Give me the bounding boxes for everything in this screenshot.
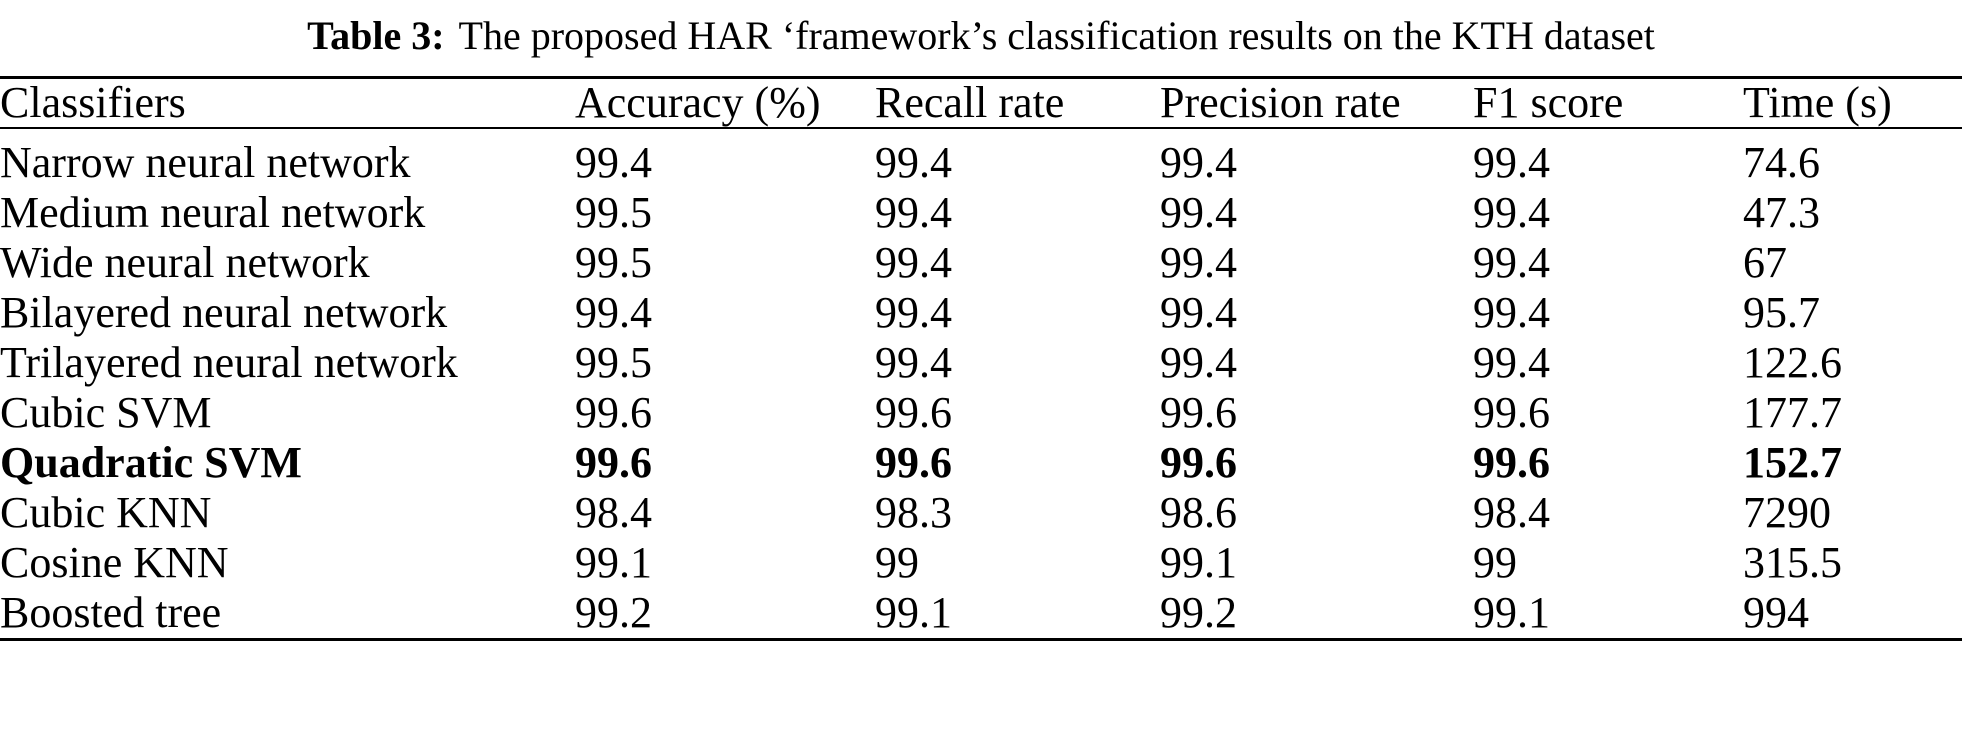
cell-f1: 99.4 [1473, 188, 1550, 237]
cell-time: 74.6 [1743, 138, 1820, 187]
cell-precision: 98.6 [1160, 488, 1237, 537]
cell-recall: 99.4 [875, 138, 952, 187]
cell-time: 177.7 [1743, 388, 1842, 437]
column-header-time: Time (s) [1743, 77, 1962, 129]
cell-time: 122.6 [1743, 338, 1842, 387]
cell-f1: 99.4 [1473, 288, 1550, 337]
table-caption-label: Table 3: [307, 13, 445, 58]
results-table: Classifiers Accuracy (%) Recall rate Pre… [0, 76, 1962, 641]
column-header-recall-rate: Recall rate [875, 77, 1160, 129]
cell-accuracy: 99.2 [575, 588, 652, 637]
table-row: Trilayered neural network 99.5 99.4 99.4… [0, 338, 1962, 388]
cell-time: 994 [1743, 588, 1809, 637]
cell-precision: 99.6 [1160, 388, 1237, 437]
cell-time: 315.5 [1743, 538, 1842, 587]
column-header-f1-score: F1 score [1473, 77, 1743, 129]
cell-precision: 99.4 [1160, 138, 1237, 187]
table-row: Bilayered neural network 99.4 99.4 99.4 … [0, 288, 1962, 338]
cell-recall: 99.4 [875, 188, 952, 237]
table-row: Boosted tree 99.2 99.1 99.2 99.1 994 [0, 588, 1962, 640]
cell-accuracy: 99.6 [575, 388, 652, 437]
cell-classifier: Medium neural network [0, 188, 426, 237]
cell-precision: 99.4 [1160, 288, 1237, 337]
cell-recall: 99.6 [875, 388, 952, 437]
cell-f1: 99.4 [1473, 238, 1550, 287]
header-row: Classifiers Accuracy (%) Recall rate Pre… [0, 77, 1962, 129]
cell-recall: 99.6 [875, 438, 952, 487]
table-row: Cubic KNN 98.4 98.3 98.6 98.4 7290 [0, 488, 1962, 538]
cell-classifier: Cubic KNN [0, 488, 212, 537]
cell-precision: 99.1 [1160, 538, 1237, 587]
cell-accuracy: 99.4 [575, 288, 652, 337]
cell-classifier: Cubic SVM [0, 388, 212, 437]
cell-classifier: Cosine KNN [0, 538, 229, 587]
column-header-precision-rate: Precision rate [1160, 77, 1473, 129]
cell-recall: 99.4 [875, 338, 952, 387]
cell-classifier: Trilayered neural network [0, 338, 458, 387]
table-body: Narrow neural network 99.4 99.4 99.4 99.… [0, 128, 1962, 640]
cell-accuracy: 99.4 [575, 138, 652, 187]
cell-f1: 99.4 [1473, 338, 1550, 387]
cell-recall: 99.4 [875, 238, 952, 287]
cell-precision: 99.4 [1160, 338, 1237, 387]
cell-accuracy: 99.5 [575, 238, 652, 287]
cell-precision: 99.6 [1160, 438, 1237, 487]
cell-classifier: Narrow neural network [0, 138, 411, 187]
cell-f1: 99 [1473, 538, 1517, 587]
cell-accuracy: 99.6 [575, 438, 652, 487]
cell-recall: 99 [875, 538, 919, 587]
cell-time: 67 [1743, 238, 1787, 287]
cell-time: 7290 [1743, 488, 1831, 537]
table-row: Narrow neural network 99.4 99.4 99.4 99.… [0, 128, 1962, 188]
table-row: Wide neural network 99.5 99.4 99.4 99.4 … [0, 238, 1962, 288]
cell-f1: 99.1 [1473, 588, 1550, 637]
cell-precision: 99.4 [1160, 188, 1237, 237]
cell-recall: 99.4 [875, 288, 952, 337]
cell-recall: 98.3 [875, 488, 952, 537]
table-row: Medium neural network 99.5 99.4 99.4 99.… [0, 188, 1962, 238]
cell-accuracy: 99.1 [575, 538, 652, 587]
cell-time: 95.7 [1743, 288, 1820, 337]
cell-precision: 99.2 [1160, 588, 1237, 637]
cell-accuracy: 99.5 [575, 188, 652, 237]
table-caption: Table 3: The proposed HAR ‘framework’s cl… [0, 12, 1962, 60]
cell-recall: 99.1 [875, 588, 952, 637]
cell-accuracy: 98.4 [575, 488, 652, 537]
cell-classifier: Bilayered neural network [0, 288, 448, 337]
cell-f1: 99.4 [1473, 138, 1550, 187]
cell-classifier: Boosted tree [0, 588, 222, 637]
column-header-accuracy: Accuracy (%) [575, 77, 875, 129]
column-header-classifiers: Classifiers [0, 77, 575, 129]
table-row: Cubic SVM 99.6 99.6 99.6 99.6 177.7 [0, 388, 1962, 438]
cell-time: 152.7 [1743, 438, 1842, 487]
table-caption-text: The proposed HAR ‘framework’s classifica… [458, 13, 1655, 58]
cell-classifier: Wide neural network [0, 238, 370, 287]
table-row: Cosine KNN 99.1 99 99.1 99 315.5 [0, 538, 1962, 588]
cell-time: 47.3 [1743, 188, 1820, 237]
cell-f1: 98.4 [1473, 488, 1550, 537]
cell-accuracy: 99.5 [575, 338, 652, 387]
cell-classifier: Quadratic SVM [0, 438, 302, 487]
cell-f1: 99.6 [1473, 438, 1550, 487]
cell-f1: 99.6 [1473, 388, 1550, 437]
table-row: Quadratic SVM 99.6 99.6 99.6 99.6 152.7 [0, 438, 1962, 488]
cell-precision: 99.4 [1160, 238, 1237, 287]
